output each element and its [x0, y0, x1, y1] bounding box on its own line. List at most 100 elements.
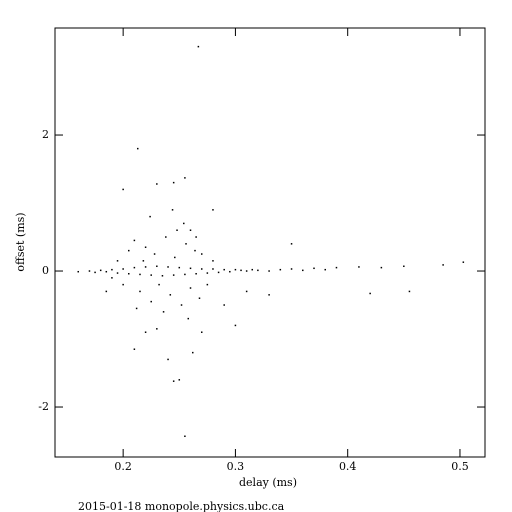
point — [128, 249, 130, 252]
point — [144, 266, 147, 268]
point — [212, 209, 214, 211]
footer: 2015-01-18 monopole.physics.ubc.ca — [78, 500, 285, 512]
point — [144, 246, 147, 248]
point — [167, 266, 169, 268]
point — [257, 269, 259, 272]
point — [150, 274, 152, 276]
point — [223, 268, 225, 271]
point — [122, 268, 124, 270]
point — [185, 243, 187, 245]
point — [169, 294, 172, 296]
point — [189, 287, 192, 289]
point — [194, 249, 196, 252]
point — [302, 269, 304, 272]
point — [324, 268, 326, 271]
point — [178, 379, 181, 381]
point — [172, 274, 175, 276]
point — [153, 253, 156, 255]
point — [200, 253, 203, 255]
point — [192, 351, 194, 354]
point — [195, 236, 197, 238]
point — [403, 265, 405, 268]
point — [290, 243, 293, 245]
point — [313, 267, 315, 270]
point — [195, 272, 197, 275]
point — [133, 348, 136, 350]
point — [408, 290, 411, 293]
point — [200, 268, 203, 270]
point — [335, 266, 338, 269]
point — [245, 290, 248, 293]
point — [245, 270, 248, 272]
point — [369, 292, 371, 295]
point — [290, 268, 293, 270]
point — [442, 264, 444, 266]
point — [206, 272, 209, 274]
point — [189, 267, 192, 270]
point — [136, 147, 139, 150]
point — [77, 270, 79, 273]
point — [144, 331, 147, 333]
point — [176, 229, 178, 231]
point — [200, 331, 203, 333]
point — [268, 294, 270, 296]
point — [240, 269, 242, 272]
x-axis-label: delay (ms) — [239, 476, 297, 489]
point — [150, 300, 152, 303]
point — [358, 266, 360, 268]
point — [187, 317, 190, 320]
point — [94, 271, 96, 274]
point — [122, 188, 124, 191]
point — [206, 283, 209, 286]
y-axis-label: offset (ms) — [14, 212, 27, 271]
point — [149, 215, 151, 218]
point — [174, 256, 176, 259]
point — [197, 45, 200, 48]
point — [139, 273, 141, 276]
x-tick-label: 0.5 — [451, 460, 469, 473]
point — [223, 304, 225, 306]
point — [180, 304, 183, 306]
point — [268, 270, 270, 272]
y-tick-label: -2 — [38, 400, 49, 413]
point — [133, 239, 136, 242]
point — [142, 260, 145, 262]
point — [122, 283, 124, 286]
point — [162, 311, 165, 313]
point — [184, 273, 186, 276]
point — [99, 269, 102, 272]
point — [189, 229, 192, 231]
point — [156, 265, 158, 268]
point — [279, 268, 282, 271]
x-tick-label: 0.4 — [339, 460, 357, 473]
point — [234, 324, 237, 327]
point — [172, 181, 175, 184]
point — [171, 209, 174, 211]
point — [139, 290, 141, 293]
point — [156, 328, 158, 330]
point — [105, 290, 108, 293]
point — [88, 270, 91, 272]
point — [212, 268, 214, 270]
point — [217, 271, 220, 274]
y-tick-label: 0 — [42, 264, 49, 277]
point — [111, 277, 113, 279]
x-tick-label: 0.3 — [227, 460, 245, 473]
plot-frame — [54, 27, 486, 458]
point — [212, 260, 214, 262]
point — [105, 270, 108, 273]
point — [111, 268, 113, 271]
point — [380, 266, 383, 269]
point — [158, 283, 160, 286]
point — [167, 358, 169, 361]
point — [116, 272, 119, 274]
point — [161, 275, 164, 277]
point — [462, 261, 465, 263]
point — [178, 266, 181, 269]
x-tick-label: 0.2 — [114, 460, 132, 473]
point — [184, 177, 186, 179]
point — [183, 222, 185, 225]
point — [133, 266, 136, 269]
y-tick-label: 2 — [42, 128, 49, 141]
